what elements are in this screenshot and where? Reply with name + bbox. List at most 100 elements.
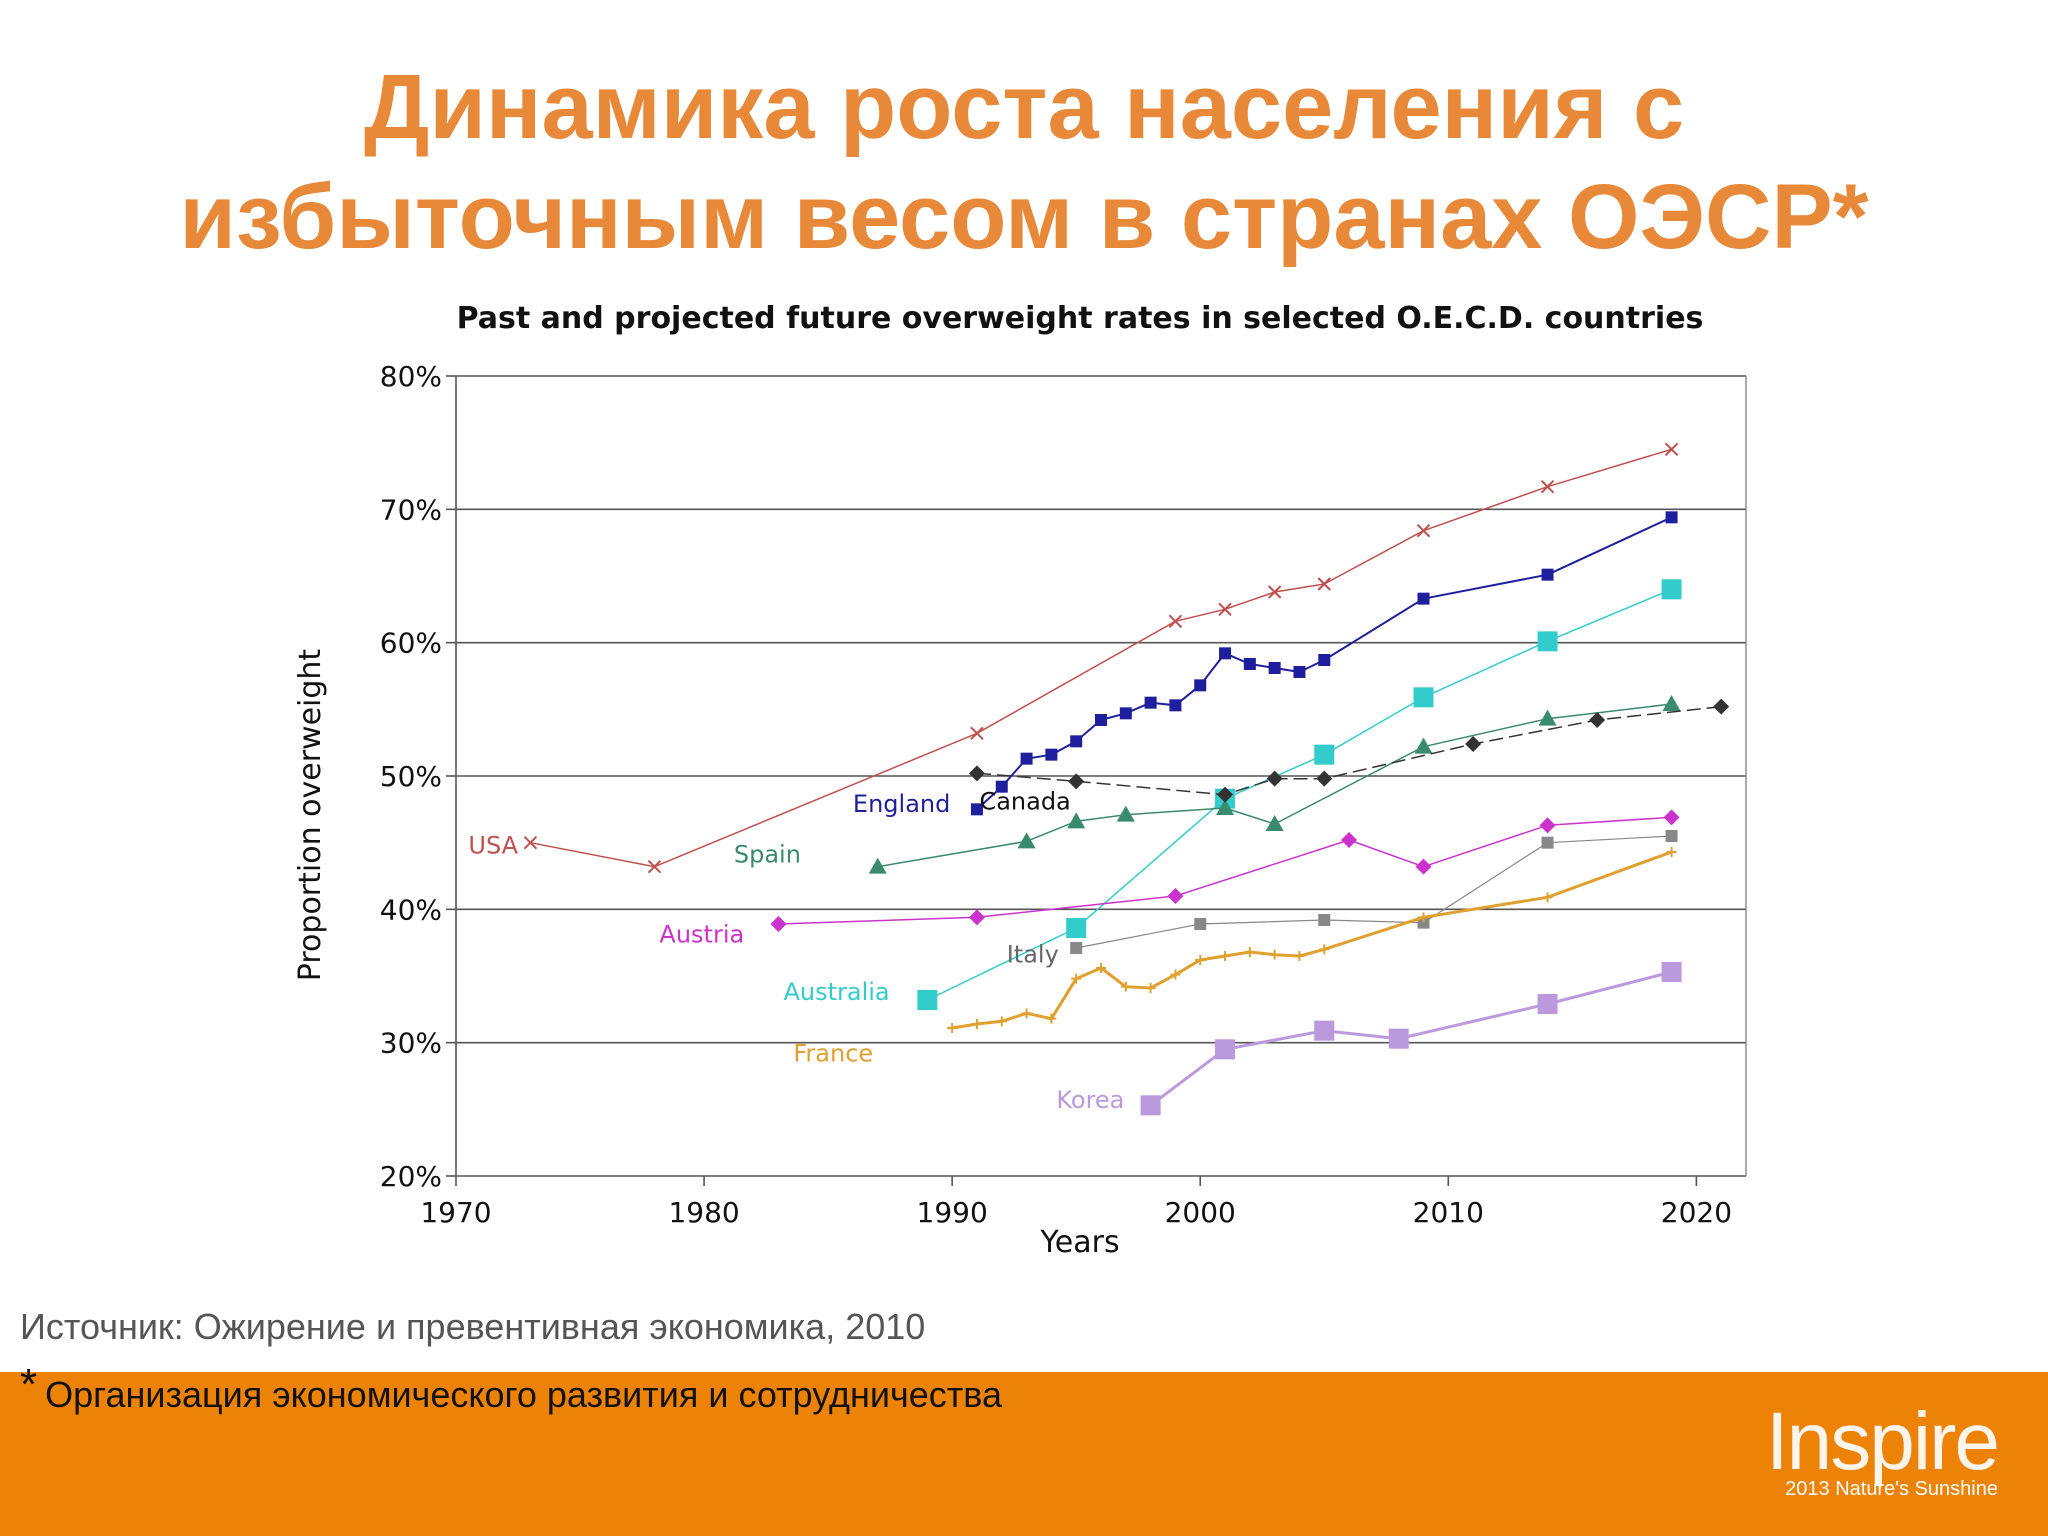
data-point-usa bbox=[1540, 479, 1555, 494]
data-point-usa bbox=[970, 726, 984, 741]
series-italy bbox=[1070, 830, 1678, 954]
overweight-chart: Past and projected future overweight rat… bbox=[293, 301, 1747, 1260]
footnote: * Организация экономического развития и с… bbox=[20, 1360, 1002, 1416]
data-point-canada bbox=[1589, 712, 1606, 728]
data-point-england bbox=[1095, 714, 1107, 726]
series-line-france bbox=[951, 850, 1673, 1030]
data-point-usa bbox=[1168, 614, 1183, 629]
series-line-austria bbox=[778, 816, 1672, 925]
series-label-france: France bbox=[793, 1039, 873, 1067]
y-tick-label: 80% bbox=[380, 360, 442, 393]
slide-title-line-2: избыточным весом в странах ОЭСР* bbox=[179, 166, 1869, 268]
data-point-france bbox=[1269, 949, 1280, 960]
data-point-usa bbox=[1317, 577, 1331, 591]
data-point-england bbox=[1243, 658, 1256, 670]
data-point-spain bbox=[1216, 799, 1235, 815]
x-tick-label: 2000 bbox=[1165, 1196, 1236, 1229]
series-line-korea bbox=[1149, 970, 1672, 1107]
data-point-usa bbox=[1267, 585, 1282, 599]
data-point-korea bbox=[1314, 1020, 1335, 1041]
inspire-logo: Inspire 2013 Nature's Sunshine bbox=[1765, 1396, 2000, 1501]
data-point-usa bbox=[1416, 523, 1431, 538]
chart-title: Past and projected future overweight rat… bbox=[457, 301, 1704, 336]
data-point-austria bbox=[1539, 817, 1556, 834]
data-point-italy bbox=[1665, 830, 1678, 842]
y-tick-label: 50% bbox=[380, 760, 442, 793]
data-point-england bbox=[1318, 654, 1331, 666]
series-label-canada: Canada bbox=[979, 787, 1070, 815]
source-note: Источник: Ожирение и превентивная эконом… bbox=[20, 1306, 926, 1347]
data-point-england bbox=[1665, 511, 1678, 524]
data-point-australia bbox=[1413, 687, 1434, 708]
footer-bar bbox=[0, 1372, 2048, 1536]
data-point-austria bbox=[1341, 832, 1358, 848]
data-point-canada bbox=[1465, 736, 1482, 752]
data-point-england bbox=[1045, 748, 1058, 761]
data-point-canada bbox=[1217, 786, 1234, 803]
x-tick-label: 1980 bbox=[668, 1196, 739, 1229]
data-point-austria bbox=[1415, 858, 1432, 875]
data-point-england bbox=[1144, 696, 1157, 709]
data-point-spain bbox=[1265, 815, 1284, 831]
data-point-france bbox=[947, 1023, 958, 1033]
data-point-spain bbox=[1662, 695, 1681, 711]
data-point-italy bbox=[1070, 942, 1083, 954]
data-point-france bbox=[1418, 912, 1429, 923]
series-label-australia: Australia bbox=[783, 978, 889, 1006]
data-point-australia bbox=[1661, 579, 1682, 600]
series-france bbox=[947, 847, 1677, 1033]
data-point-england bbox=[1070, 735, 1083, 748]
data-point-spain bbox=[1116, 805, 1135, 822]
data-point-france bbox=[1542, 892, 1553, 903]
x-tick-label: 1970 bbox=[420, 1196, 491, 1229]
data-point-usa bbox=[1664, 442, 1679, 457]
data-point-england bbox=[1119, 707, 1132, 720]
y-tick-label: 70% bbox=[380, 493, 442, 526]
x-tick-label: 1990 bbox=[917, 1196, 988, 1229]
data-point-usa bbox=[523, 835, 538, 850]
data-point-canada bbox=[1316, 770, 1333, 787]
data-point-australia bbox=[1537, 631, 1558, 652]
series-label-austria: Austria bbox=[659, 921, 744, 949]
series-label-england: England bbox=[853, 790, 950, 818]
data-point-england bbox=[1293, 666, 1306, 678]
data-point-france bbox=[1666, 847, 1677, 857]
data-point-france bbox=[1319, 944, 1330, 955]
data-point-spain bbox=[1414, 737, 1433, 754]
gridlines bbox=[456, 375, 1746, 1044]
data-point-canada bbox=[1266, 770, 1283, 787]
y-tick-label: 30% bbox=[380, 1027, 442, 1060]
data-point-france bbox=[1071, 973, 1082, 984]
data-point-england bbox=[1417, 592, 1430, 605]
data-point-canada bbox=[1713, 698, 1730, 715]
data-point-austria bbox=[770, 916, 787, 932]
data-point-england bbox=[1169, 699, 1182, 712]
series-canada bbox=[968, 698, 1730, 803]
slide-title: Динамика роста населения с избыточным ве… bbox=[0, 52, 2048, 272]
data-point-usa bbox=[1218, 602, 1232, 617]
data-point-canada bbox=[1068, 773, 1085, 790]
data-point-italy bbox=[1318, 914, 1331, 926]
data-point-france bbox=[971, 1019, 982, 1029]
x-tick-label: 2010 bbox=[1413, 1196, 1484, 1229]
series-label-spain: Spain bbox=[734, 841, 801, 869]
data-point-england bbox=[1268, 662, 1281, 674]
data-point-canada bbox=[968, 765, 985, 782]
data-point-france bbox=[1145, 983, 1156, 993]
data-point-spain bbox=[868, 857, 887, 874]
data-point-korea bbox=[1140, 1095, 1161, 1116]
y-axis-title: Proportion overweight bbox=[293, 649, 328, 982]
data-point-england bbox=[1219, 647, 1232, 660]
logo-wordmark: Inspire bbox=[1765, 1396, 2000, 1487]
data-point-england bbox=[1020, 752, 1033, 765]
series-usa bbox=[523, 442, 1679, 874]
data-point-austria bbox=[1167, 888, 1184, 904]
data-point-usa bbox=[647, 859, 662, 874]
data-point-france bbox=[1021, 1008, 1032, 1019]
data-point-france bbox=[996, 1016, 1007, 1027]
data-point-france bbox=[1170, 969, 1181, 980]
data-point-france bbox=[1195, 955, 1206, 965]
data-point-australia bbox=[1314, 744, 1335, 765]
data-point-austria bbox=[1663, 809, 1680, 826]
data-point-england bbox=[970, 803, 983, 816]
